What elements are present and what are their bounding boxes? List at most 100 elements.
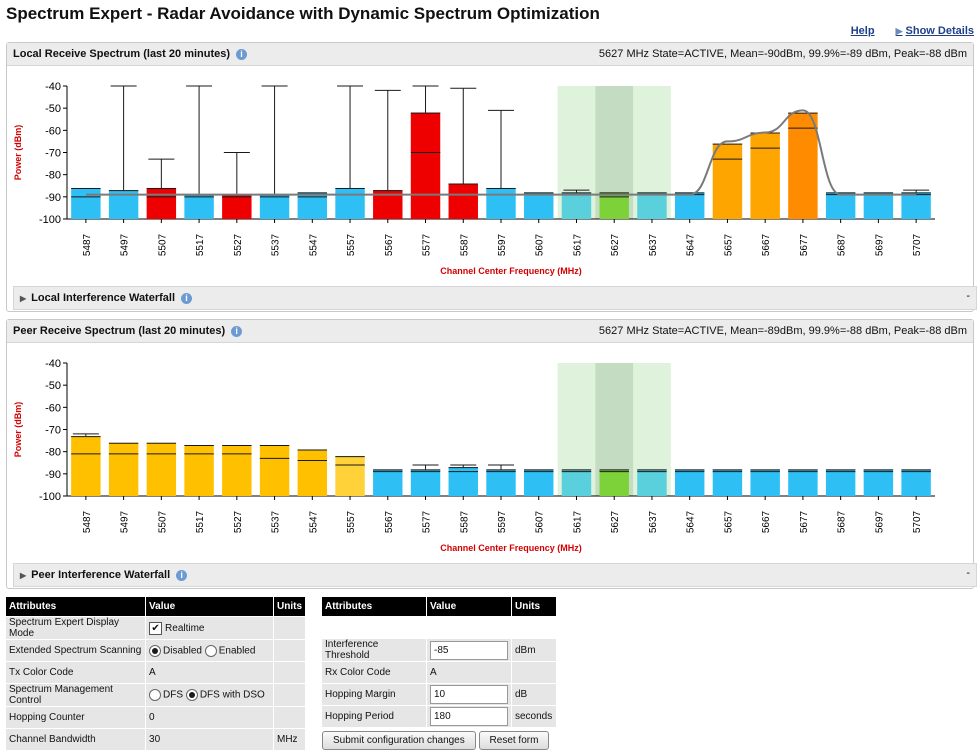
bar bbox=[750, 132, 780, 219]
y-tick-label: -90 bbox=[45, 469, 61, 481]
x-tick-label: 5587 bbox=[459, 510, 470, 533]
x-tick-label: 5567 bbox=[384, 233, 395, 256]
top-links: Help ▶ Show Details bbox=[833, 25, 974, 37]
x-tick-label: 5497 bbox=[120, 233, 131, 256]
x-tick-label: 5547 bbox=[308, 510, 319, 533]
x-tick-label: 5527 bbox=[233, 510, 244, 533]
bar bbox=[599, 469, 629, 496]
x-tick-label: 5647 bbox=[686, 510, 697, 533]
peer-spectrum-status: 5627 MHz State=ACTIVE, Mean=-89dBm, 99.9… bbox=[598, 325, 967, 337]
bar bbox=[561, 192, 592, 219]
units-header: Units bbox=[274, 597, 305, 616]
bar bbox=[561, 469, 592, 496]
peer-waterfall-toggle[interactable]: ▶ Peer Interference Waterfall i - bbox=[13, 563, 977, 587]
x-tick-label: 5677 bbox=[799, 510, 810, 533]
x-tick-label: 5627 bbox=[610, 510, 621, 533]
threshold-units: dBm bbox=[512, 639, 556, 661]
y-tick-label: -40 bbox=[45, 358, 61, 370]
blank-cell bbox=[427, 617, 511, 638]
x-tick-label: 5667 bbox=[761, 233, 772, 256]
bar bbox=[373, 469, 403, 496]
tx-color-label: Tx Color Code bbox=[6, 662, 146, 683]
y-tick-label: -100 bbox=[39, 214, 61, 226]
x-tick-label: 5507 bbox=[157, 510, 168, 533]
dfs-label: DFS bbox=[163, 689, 184, 701]
bandwidth-units: MHz bbox=[274, 729, 305, 750]
bar bbox=[712, 469, 743, 496]
info-icon[interactable]: i bbox=[176, 569, 188, 581]
hopping-margin-input[interactable]: 10 bbox=[430, 685, 508, 704]
dfs-radio[interactable] bbox=[149, 689, 162, 701]
local-waterfall-state: - bbox=[966, 290, 970, 302]
expand-arrow-icon: ▶ bbox=[20, 294, 27, 303]
extended-scanning-value: Disabled Enabled bbox=[146, 640, 273, 661]
x-tick-label: 5607 bbox=[535, 510, 546, 533]
x-tick-label: 5567 bbox=[384, 510, 395, 533]
table-row: Spectrum Expert Display Mode ✔ Realtime bbox=[6, 617, 305, 639]
bar bbox=[146, 442, 177, 496]
hopping-counter-label: Hopping Counter bbox=[6, 707, 146, 728]
attributes-table: Attributes Value Units Spectrum Expert D… bbox=[5, 596, 306, 751]
bar bbox=[259, 445, 290, 496]
bar bbox=[825, 469, 856, 496]
x-tick-label: 5667 bbox=[761, 510, 772, 533]
x-tick-label: 5677 bbox=[799, 233, 810, 256]
help-link[interactable]: Help bbox=[850, 25, 875, 37]
units-cell bbox=[512, 662, 556, 683]
enabled-radio[interactable] bbox=[204, 644, 217, 657]
local-waterfall-label: Local Interference Waterfall bbox=[31, 292, 176, 304]
x-tick-label: 5547 bbox=[308, 233, 319, 256]
info-icon[interactable]: i bbox=[181, 292, 193, 304]
y-tick-label: -60 bbox=[45, 402, 61, 414]
display-mode-label: Spectrum Expert Display Mode bbox=[6, 617, 146, 639]
local-waterfall-toggle[interactable]: ▶ Local Interference Waterfall i - bbox=[13, 286, 977, 310]
x-axis-label: Channel Center Frequency (MHz) bbox=[440, 266, 582, 276]
realtime-label: Realtime bbox=[165, 622, 205, 634]
bar bbox=[108, 442, 139, 496]
disabled-radio[interactable] bbox=[149, 644, 162, 657]
y-axis-label: Power (dBm) bbox=[13, 125, 23, 181]
bar bbox=[71, 436, 101, 496]
peer-spectrum-panel: Peer Receive Spectrum (last 20 minutes) i… bbox=[6, 319, 977, 589]
x-tick-label: 5507 bbox=[157, 233, 168, 256]
threshold-input[interactable]: -85 bbox=[430, 640, 508, 660]
dfs-dso-radio[interactable] bbox=[185, 689, 198, 701]
page-title: Spectrum Expert - Radar Avoidance with D… bbox=[6, 4, 600, 23]
table-row: Submit configuration changes Reset form bbox=[322, 728, 556, 753]
threshold-value: -85 bbox=[427, 639, 511, 661]
show-details-link[interactable]: ▶ Show Details bbox=[896, 25, 974, 37]
expand-arrow-icon: ▶ bbox=[20, 571, 27, 580]
x-tick-label: 5687 bbox=[837, 233, 848, 256]
units-header: Units bbox=[512, 597, 556, 616]
value-header: Value bbox=[427, 597, 511, 616]
info-icon[interactable]: i bbox=[231, 325, 243, 337]
extended-scanning-label: Extended Spectrum Scanning bbox=[6, 640, 146, 661]
info-icon[interactable]: i bbox=[236, 48, 248, 60]
submit-button[interactable]: Submit configuration changes bbox=[322, 731, 476, 750]
attr-header: Attributes bbox=[6, 597, 146, 616]
bar bbox=[788, 112, 818, 219]
x-tick-label: 5627 bbox=[610, 233, 621, 256]
y-tick-label: -90 bbox=[45, 192, 61, 204]
bar bbox=[788, 469, 818, 496]
y-tick-label: -50 bbox=[45, 380, 61, 392]
x-tick-label: 5577 bbox=[422, 233, 433, 256]
bar bbox=[486, 469, 516, 496]
hopping-period-input[interactable]: 180 bbox=[430, 707, 508, 726]
peer-waterfall-state: - bbox=[966, 567, 970, 579]
x-tick-label: 5637 bbox=[648, 510, 659, 533]
table-row: Tx Color Code A bbox=[6, 662, 305, 683]
x-tick-label: 5597 bbox=[497, 233, 508, 256]
units-cell bbox=[274, 617, 305, 639]
bar bbox=[222, 445, 252, 496]
bar bbox=[524, 469, 554, 496]
bar bbox=[222, 194, 252, 219]
x-tick-label: 5597 bbox=[497, 510, 508, 533]
bar bbox=[524, 192, 554, 219]
bar bbox=[184, 194, 214, 219]
realtime-checkbox[interactable]: ✔ bbox=[149, 621, 163, 635]
reset-button[interactable]: Reset form bbox=[478, 731, 550, 750]
bar bbox=[335, 187, 365, 219]
y-tick-label: -70 bbox=[45, 148, 61, 160]
units-cell bbox=[274, 707, 305, 728]
